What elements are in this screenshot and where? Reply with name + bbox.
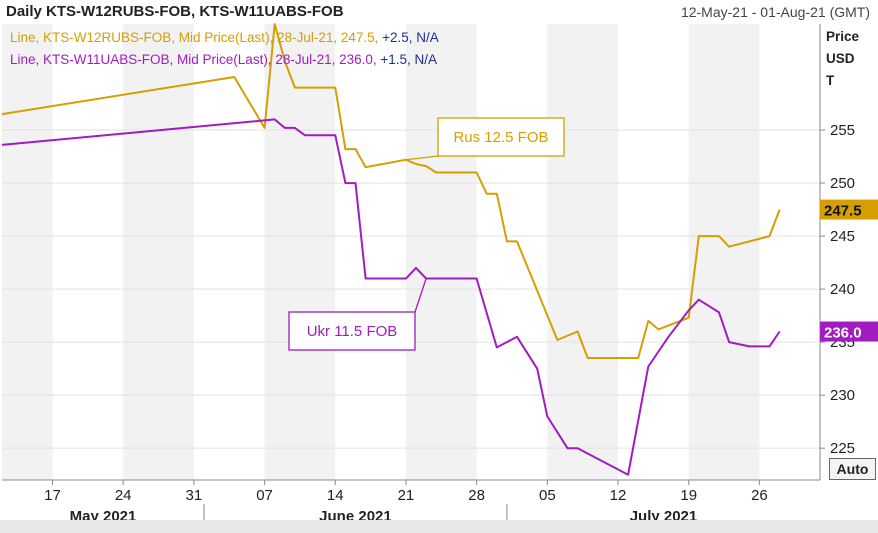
chart-title: Daily KTS-W12RUBS-FOB, KTS-W11UABS-FOB <box>6 3 344 20</box>
chart-header: Daily KTS-W12RUBS-FOB, KTS-W11UABS-FOB 1… <box>0 0 878 24</box>
x-tick-label: 17 <box>44 487 61 504</box>
legend-change-rus: +2.5, N/A <box>382 30 439 45</box>
y-tick-label: 240 <box>830 281 855 298</box>
last-value-label: 236.0 <box>824 325 862 342</box>
y-axis-title: Price USD T <box>826 26 868 92</box>
series-line-ukr <box>1 118 781 476</box>
x-tick-label: 26 <box>751 487 768 504</box>
x-tick-label: 05 <box>539 487 556 504</box>
annotation-label: Rus 12.5 FOB <box>453 129 548 146</box>
annotation-label: Ukr 11.5 FOB <box>307 323 398 340</box>
y-axis-title-line1: Price <box>826 29 860 44</box>
legend-entry-ukr[interactable]: Line, KTS-W11UABS-FOB, Mid Price(Last), … <box>10 52 437 67</box>
week-band <box>405 24 477 480</box>
x-tick-label: 12 <box>610 487 627 504</box>
last-value-label: 247.5 <box>824 203 862 220</box>
x-tick-label: 14 <box>327 487 344 504</box>
legend-series-rus: Line, KTS-W12RUBS-FOB, Mid Price(Last), … <box>10 30 379 45</box>
annotation-box <box>288 311 416 351</box>
week-band <box>193 24 265 480</box>
x-tick-label: 31 <box>186 487 203 504</box>
y-axis-title-line3: T <box>826 73 835 88</box>
week-bands <box>2 24 820 480</box>
x-tick-label: 24 <box>115 487 132 504</box>
legend-change-ukr: +1.5, N/A <box>380 52 438 67</box>
y-tick-label: 245 <box>830 228 855 245</box>
annotation-leader <box>405 155 439 161</box>
week-band <box>759 24 820 480</box>
y-tick-label: 255 <box>830 122 855 139</box>
legend-series-ukr: Line, KTS-W11UABS-FOB, Mid Price(Last), … <box>10 52 377 67</box>
week-band <box>547 24 619 480</box>
annotation-leader <box>414 278 427 313</box>
last-value-badge <box>820 321 878 342</box>
legend-entry-rus[interactable]: Line, KTS-W12RUBS-FOB, Mid Price(Last), … <box>10 30 439 45</box>
week-band <box>335 24 406 480</box>
series-lines <box>1 23 781 476</box>
date-range: 12-May-21 - 01-Aug-21 (GMT) <box>680 4 870 20</box>
week-band <box>52 24 124 480</box>
x-tick-label: 21 <box>398 487 415 504</box>
last-value-badge <box>820 199 878 220</box>
auto-scale-button[interactable]: Auto <box>829 458 876 480</box>
y-axis-title-line2: USD <box>826 51 855 66</box>
annotation-box <box>437 117 565 157</box>
week-band <box>618 24 689 480</box>
week-band <box>688 24 760 480</box>
week-band <box>264 24 336 480</box>
y-tick-label: 225 <box>830 440 855 457</box>
x-tick-label: 07 <box>256 487 273 504</box>
week-band <box>123 24 194 480</box>
y-tick-label: 230 <box>830 387 855 404</box>
bottom-scrollbar[interactable] <box>0 520 878 533</box>
week-band <box>476 24 548 480</box>
x-tick-label: 28 <box>468 487 485 504</box>
series-annotations: Rus 12.5 FOB Ukr 11.5 FOB <box>288 117 565 351</box>
x-tick-label: 19 <box>680 487 697 504</box>
series-line-rus <box>1 23 781 359</box>
week-band <box>2 24 53 480</box>
y-tick-label: 250 <box>830 175 855 192</box>
